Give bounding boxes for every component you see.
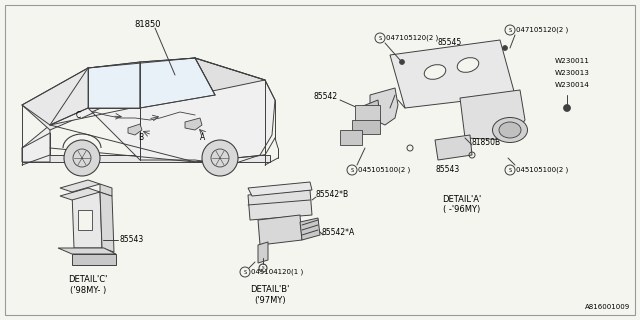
Text: DETAIL'B': DETAIL'B' bbox=[250, 285, 290, 294]
Polygon shape bbox=[100, 192, 114, 252]
Text: B: B bbox=[138, 133, 143, 142]
Polygon shape bbox=[72, 192, 102, 248]
Text: W230014: W230014 bbox=[555, 82, 590, 88]
Text: 85542*A: 85542*A bbox=[322, 228, 355, 237]
FancyBboxPatch shape bbox=[340, 130, 362, 145]
Polygon shape bbox=[435, 135, 472, 160]
Polygon shape bbox=[128, 124, 142, 135]
Ellipse shape bbox=[424, 65, 446, 79]
Polygon shape bbox=[195, 58, 265, 118]
Text: 047105120(2 ): 047105120(2 ) bbox=[386, 35, 438, 41]
Text: 045105100(2 ): 045105100(2 ) bbox=[358, 167, 410, 173]
Polygon shape bbox=[78, 210, 92, 230]
Text: S: S bbox=[262, 266, 264, 270]
Circle shape bbox=[399, 60, 404, 65]
Polygon shape bbox=[22, 68, 108, 130]
Circle shape bbox=[502, 45, 508, 51]
Text: S: S bbox=[351, 167, 353, 172]
Text: ('98MY- ): ('98MY- ) bbox=[70, 286, 106, 295]
Text: 045104120(1 ): 045104120(1 ) bbox=[251, 269, 303, 275]
Ellipse shape bbox=[499, 122, 521, 138]
Text: 047105120(2 ): 047105120(2 ) bbox=[516, 27, 568, 33]
Text: ('97MY): ('97MY) bbox=[254, 296, 286, 305]
Text: A: A bbox=[200, 133, 205, 142]
Text: A816001009: A816001009 bbox=[585, 304, 630, 310]
Ellipse shape bbox=[457, 58, 479, 72]
Text: 045105100(2 ): 045105100(2 ) bbox=[516, 167, 568, 173]
Polygon shape bbox=[358, 100, 380, 130]
Polygon shape bbox=[60, 180, 100, 192]
Text: 85543: 85543 bbox=[120, 236, 144, 244]
Circle shape bbox=[202, 140, 238, 176]
Text: W230013: W230013 bbox=[555, 70, 590, 76]
Polygon shape bbox=[22, 155, 270, 162]
Circle shape bbox=[64, 140, 100, 176]
Polygon shape bbox=[258, 215, 302, 245]
FancyBboxPatch shape bbox=[352, 120, 380, 134]
Polygon shape bbox=[60, 188, 100, 200]
Polygon shape bbox=[185, 118, 202, 130]
Polygon shape bbox=[300, 218, 320, 240]
Polygon shape bbox=[100, 184, 112, 196]
FancyBboxPatch shape bbox=[355, 105, 380, 123]
Text: 85543: 85543 bbox=[436, 165, 460, 174]
Polygon shape bbox=[248, 182, 312, 196]
Polygon shape bbox=[50, 80, 275, 165]
Polygon shape bbox=[72, 254, 116, 265]
Text: ( -'96MY): ( -'96MY) bbox=[444, 205, 481, 214]
Polygon shape bbox=[370, 88, 398, 125]
Text: S: S bbox=[378, 36, 381, 41]
Text: 85545: 85545 bbox=[438, 38, 462, 47]
Text: 85542*B: 85542*B bbox=[315, 190, 348, 199]
Ellipse shape bbox=[493, 117, 527, 142]
Text: S: S bbox=[508, 28, 511, 33]
Polygon shape bbox=[140, 58, 215, 108]
Text: S: S bbox=[508, 167, 511, 172]
Text: C: C bbox=[76, 110, 81, 119]
Text: 81850B: 81850B bbox=[472, 138, 501, 147]
Polygon shape bbox=[22, 125, 50, 162]
Text: 85542: 85542 bbox=[314, 92, 338, 101]
Circle shape bbox=[563, 105, 570, 111]
Text: 81850: 81850 bbox=[135, 20, 161, 29]
Text: S: S bbox=[243, 269, 246, 275]
Text: DETAIL'A': DETAIL'A' bbox=[442, 195, 482, 204]
Polygon shape bbox=[258, 242, 268, 263]
Polygon shape bbox=[390, 40, 515, 108]
Polygon shape bbox=[88, 58, 215, 105]
Text: W230011: W230011 bbox=[555, 58, 590, 64]
Polygon shape bbox=[58, 248, 116, 254]
Text: DETAIL'C': DETAIL'C' bbox=[68, 275, 108, 284]
Polygon shape bbox=[88, 62, 140, 108]
Polygon shape bbox=[248, 190, 312, 220]
Polygon shape bbox=[460, 90, 525, 140]
